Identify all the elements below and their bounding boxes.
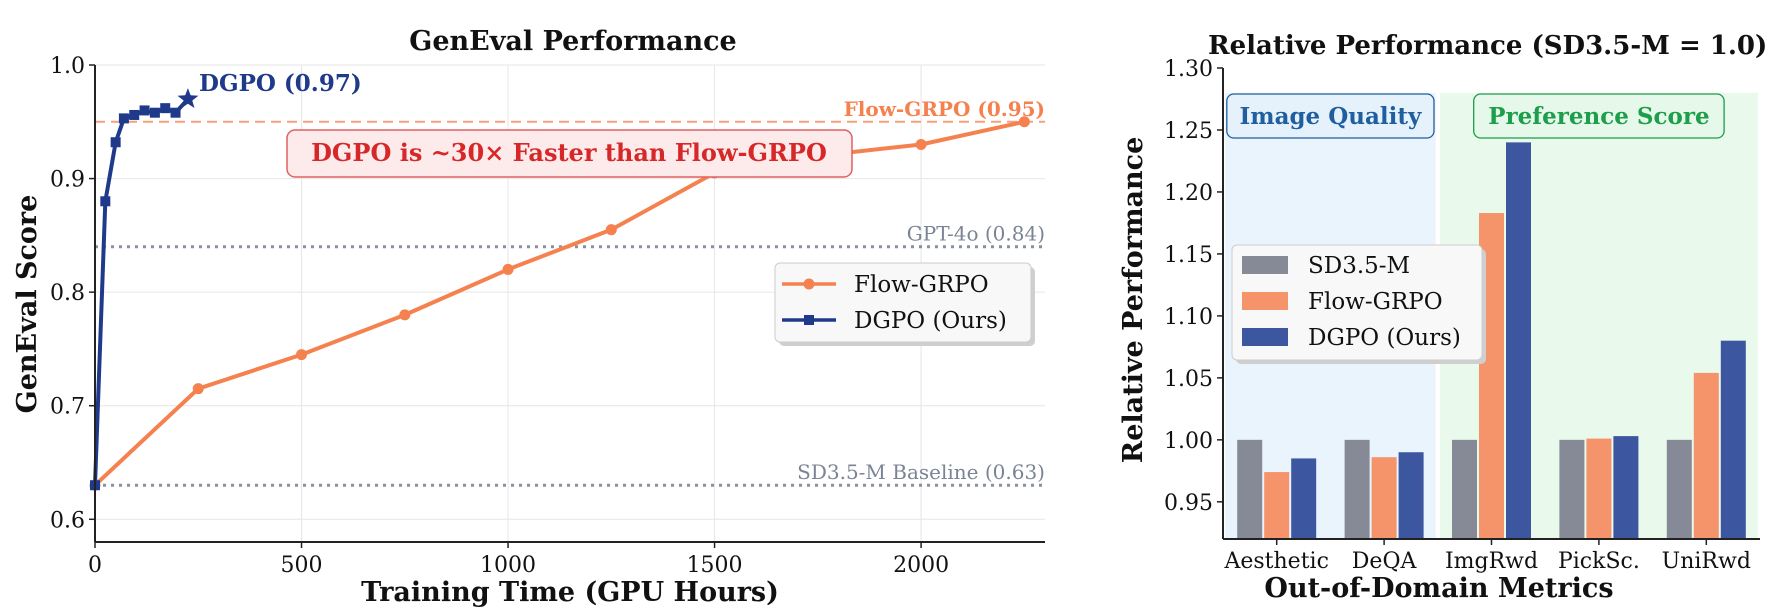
bar-aesthetic-2 — [1291, 458, 1317, 539]
bar-unirwd-2 — [1720, 340, 1746, 539]
bar-aesthetic-0 — [1237, 439, 1263, 539]
right-y-tick-label-5: 1.20 — [1164, 181, 1213, 206]
group-label-box-1 — [1473, 93, 1725, 139]
series-line-1 — [93, 97, 190, 486]
right-y-tick-label-4: 1.15 — [1164, 243, 1213, 268]
right-x-tick-label-1: DeQA — [1352, 549, 1418, 574]
right-x-tick-label-4: UniRwd — [1662, 549, 1751, 574]
series-0-point-9 — [1018, 116, 1030, 128]
right-ticks: 0.95 1.00 1.05 1.10 1.15 1.20 1.25 1.30 Aestheti… — [1164, 57, 1751, 574]
bar-picksc-0 — [1559, 439, 1585, 539]
bar-imgrwd-0 — [1452, 439, 1477, 539]
left-x-tick-label-0: 0 — [88, 553, 102, 578]
left-y-tick-label-0: 0.6 — [50, 508, 85, 533]
left-chart-title: GenEval Performance — [409, 26, 736, 57]
bar-imgrwd-2 — [1506, 142, 1531, 540]
left-legend-dgpo-marker — [804, 315, 814, 325]
series-1-point-9 — [177, 88, 199, 108]
series-1-point-3 — [118, 113, 129, 124]
series-0-point-2 — [296, 349, 308, 361]
right-y-tick-label-2: 1.05 — [1164, 367, 1213, 392]
right-legend-sd35-label: SD3.5-M — [1308, 253, 1410, 279]
relative-performance-bar-chart: 0.95 1.00 1.05 1.10 1.15 1.20 1.25 1.30 Aestheti… — [1118, 31, 1767, 604]
right-legend-dgpo-label: DGPO (Ours) — [1308, 325, 1461, 351]
right-y-tick-label-0: 0.95 — [1164, 491, 1213, 516]
right-y-tick-label-6: 1.25 — [1164, 119, 1213, 144]
left-axes — [94, 65, 1045, 543]
bar-deqa-1 — [1371, 457, 1397, 539]
speedup-callout-box — [286, 129, 853, 178]
right-y-tick-label-1: 1.00 — [1164, 429, 1213, 454]
geneval-line-chart: 0.6 0.7 0.8 0.9 1.0 0 500 1000 1500 2000 Flow-GRP… — [12, 26, 1045, 608]
left-ticks: 0.6 0.7 0.8 0.9 1.0 0 500 1000 1500 2000 — [50, 54, 949, 578]
series-1-point-6 — [149, 107, 160, 118]
bar-picksc-1 — [1586, 438, 1612, 539]
left-x-axis-label: Training Time (GPU Hours) — [361, 577, 779, 608]
series-0-point-8 — [915, 139, 927, 150]
bar-unirwd-1 — [1693, 372, 1719, 539]
bar-picksc-2 — [1613, 436, 1639, 539]
series-1-point-4 — [129, 109, 140, 120]
right-x-tick-label-3: PickSc. — [1558, 549, 1640, 574]
bar-deqa-2 — [1398, 452, 1424, 539]
series-line-0 — [93, 119, 1025, 487]
speedup-callout: DGPO is ~30× Faster than Flow-GRPO — [286, 129, 853, 178]
left-x-tick-label-3: 1500 — [687, 553, 743, 578]
left-refline-label-0: Flow-GRPO (0.95) — [844, 97, 1045, 121]
right-legend-box — [1231, 244, 1483, 361]
series-1-point-1 — [100, 196, 111, 207]
left-ref-labels: Flow-GRPO (0.95) GPT-4o (0.84) SD3.5-M Bas… — [797, 97, 1045, 484]
right-y-tick-label-7: 1.30 — [1164, 57, 1213, 82]
left-y-axis-label: GenEval Score — [12, 195, 43, 414]
right-y-axis-label: Relative Performance — [1118, 137, 1149, 464]
left-x-tick-label-2: 1000 — [480, 553, 536, 578]
bar-aesthetic-1 — [1264, 472, 1290, 539]
left-refline-label-2: SD3.5-M Baseline (0.63) — [797, 460, 1045, 484]
right-x-tick-label-2: ImgRwd — [1445, 549, 1538, 574]
right-legend-flow-grpo-swatch — [1242, 292, 1288, 310]
left-x-tick-label-4: 2000 — [893, 553, 949, 578]
left-y-tick-label-3: 0.9 — [50, 168, 85, 193]
series-0-point-4 — [502, 263, 514, 275]
series-1-point-5 — [139, 105, 150, 116]
right-legend: SD3.5-M Flow-GRPO DGPO (Ours) — [1231, 244, 1486, 364]
dgpo-final-annotation: DGPO (0.97) — [199, 70, 362, 97]
right-legend-flow-grpo-label: Flow-GRPO — [1308, 289, 1443, 315]
left-legend-flow-grpo-label: Flow-GRPO — [854, 272, 989, 298]
left-y-tick-label-1: 0.7 — [50, 395, 85, 420]
right-legend-dgpo-swatch — [1242, 328, 1288, 346]
right-legend-sd35-swatch — [1242, 256, 1288, 274]
series-1-point-2 — [110, 137, 121, 148]
left-y-tick-label-4: 1.0 — [50, 54, 85, 79]
bar-unirwd-0 — [1666, 439, 1692, 539]
right-group-labels: Image Quality Preference Score — [1226, 93, 1725, 139]
right-x-axis-label: Out-of-Domain Metrics — [1264, 573, 1613, 604]
series-1-point-8 — [170, 107, 181, 118]
left-legend-flow-grpo-marker — [803, 278, 815, 290]
bar-deqa-0 — [1344, 439, 1370, 539]
left-legend-dgpo-label: DGPO (Ours) — [854, 308, 1007, 334]
right-y-tick-label-3: 1.10 — [1164, 305, 1213, 330]
series-0-point-5 — [605, 224, 617, 236]
group-label-box-0 — [1226, 93, 1435, 139]
left-refline-label-1: GPT-4o (0.84) — [907, 222, 1045, 246]
left-legend: Flow-GRPO DGPO (Ours) — [774, 262, 1035, 346]
series-1-point-7 — [160, 103, 171, 114]
left-y-tick-label-2: 0.8 — [50, 281, 85, 306]
speedup-callout-text: DGPO is ~30× Faster than Flow-GRPO — [311, 138, 827, 167]
right-chart-title: Relative Performance (SD3.5-M = 1.0) — [1208, 31, 1767, 61]
series-0-point-1 — [192, 383, 204, 395]
group-label-0: Image Quality — [1239, 103, 1421, 130]
series-0-point-3 — [399, 309, 411, 321]
left-legend-box — [774, 262, 1032, 343]
left-x-tick-label-1: 500 — [281, 553, 323, 578]
group-label-1: Preference Score — [1488, 103, 1709, 130]
right-x-tick-label-0: Aesthetic — [1223, 549, 1328, 574]
